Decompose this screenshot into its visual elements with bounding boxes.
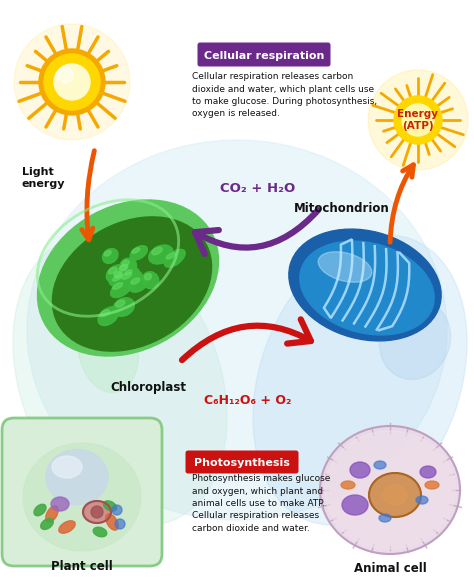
FancyArrowPatch shape — [182, 319, 311, 360]
Ellipse shape — [13, 235, 227, 525]
Ellipse shape — [350, 462, 370, 478]
Ellipse shape — [325, 431, 455, 549]
Ellipse shape — [120, 258, 137, 274]
Ellipse shape — [320, 426, 460, 554]
Ellipse shape — [113, 298, 134, 317]
Text: Cellular respiration releases carbon
dioxide and water, which plant cells use
to: Cellular respiration releases carbon dio… — [192, 72, 377, 118]
Ellipse shape — [121, 272, 132, 279]
FancyBboxPatch shape — [198, 43, 330, 66]
Ellipse shape — [52, 456, 82, 478]
Ellipse shape — [34, 504, 46, 516]
Ellipse shape — [113, 270, 130, 285]
Ellipse shape — [98, 307, 118, 325]
Ellipse shape — [104, 251, 111, 256]
Ellipse shape — [125, 270, 132, 275]
Circle shape — [115, 519, 125, 529]
Ellipse shape — [118, 263, 134, 279]
Ellipse shape — [142, 272, 159, 289]
Ellipse shape — [118, 262, 136, 280]
Ellipse shape — [77, 303, 138, 392]
Circle shape — [394, 96, 442, 144]
Ellipse shape — [83, 501, 111, 523]
Ellipse shape — [342, 495, 368, 515]
Ellipse shape — [41, 518, 53, 529]
Text: Energy
(ATP): Energy (ATP) — [398, 109, 438, 131]
Circle shape — [54, 64, 90, 100]
Ellipse shape — [123, 268, 139, 282]
Ellipse shape — [114, 271, 121, 278]
Text: Photosynthesis makes glucose
and oxygen, which plant and
animal cells use to mak: Photosynthesis makes glucose and oxygen,… — [192, 474, 330, 533]
Ellipse shape — [102, 248, 118, 264]
Ellipse shape — [130, 245, 147, 260]
Ellipse shape — [416, 496, 428, 504]
Ellipse shape — [37, 200, 219, 356]
Ellipse shape — [300, 241, 434, 335]
Ellipse shape — [110, 280, 132, 297]
Text: Cellular respiration: Cellular respiration — [204, 51, 324, 61]
Text: CO₂ + H₂O: CO₂ + H₂O — [220, 181, 296, 195]
Ellipse shape — [23, 443, 141, 551]
Ellipse shape — [420, 466, 436, 478]
Circle shape — [39, 49, 105, 115]
Ellipse shape — [379, 301, 451, 380]
Ellipse shape — [53, 217, 211, 351]
Ellipse shape — [425, 481, 439, 489]
Ellipse shape — [93, 527, 107, 537]
Ellipse shape — [113, 283, 123, 289]
Text: C₆H₁₂O₆ + O₂: C₆H₁₂O₆ + O₂ — [204, 394, 292, 406]
Ellipse shape — [383, 485, 407, 505]
Ellipse shape — [112, 269, 128, 287]
Circle shape — [91, 506, 103, 518]
Ellipse shape — [51, 497, 69, 511]
Circle shape — [44, 54, 100, 110]
Text: Animal cell: Animal cell — [354, 561, 427, 574]
Text: Plant cell: Plant cell — [51, 560, 113, 574]
FancyBboxPatch shape — [185, 451, 299, 473]
Circle shape — [368, 70, 468, 170]
Ellipse shape — [149, 245, 173, 264]
Ellipse shape — [46, 506, 58, 522]
Ellipse shape — [152, 247, 162, 255]
Ellipse shape — [46, 449, 108, 504]
Ellipse shape — [129, 276, 148, 292]
FancyArrowPatch shape — [195, 210, 318, 254]
Ellipse shape — [166, 252, 176, 259]
Ellipse shape — [115, 272, 123, 278]
Circle shape — [402, 104, 434, 136]
Circle shape — [14, 24, 130, 140]
Ellipse shape — [253, 235, 467, 525]
Ellipse shape — [318, 252, 372, 282]
Circle shape — [112, 505, 122, 515]
Ellipse shape — [113, 275, 122, 281]
Text: Chloroplast: Chloroplast — [110, 381, 186, 395]
Ellipse shape — [132, 248, 140, 253]
Ellipse shape — [341, 481, 355, 489]
FancyBboxPatch shape — [2, 418, 162, 566]
Text: Photosynthesis: Photosynthesis — [194, 458, 290, 468]
Ellipse shape — [106, 265, 126, 282]
Ellipse shape — [120, 265, 127, 271]
Ellipse shape — [369, 473, 421, 517]
Ellipse shape — [145, 273, 152, 280]
Ellipse shape — [122, 260, 129, 266]
Ellipse shape — [164, 250, 185, 267]
Ellipse shape — [289, 229, 441, 341]
Ellipse shape — [109, 268, 117, 274]
Ellipse shape — [374, 461, 386, 469]
Ellipse shape — [379, 514, 391, 522]
Ellipse shape — [118, 271, 142, 287]
Circle shape — [57, 67, 73, 83]
Ellipse shape — [119, 265, 128, 271]
Text: Mitochondrion: Mitochondrion — [294, 202, 390, 215]
Ellipse shape — [109, 274, 133, 286]
Ellipse shape — [131, 278, 140, 284]
Ellipse shape — [103, 501, 117, 511]
Ellipse shape — [100, 310, 109, 317]
Ellipse shape — [106, 514, 118, 530]
Ellipse shape — [59, 521, 75, 533]
Ellipse shape — [116, 300, 125, 307]
Ellipse shape — [27, 140, 447, 520]
Text: Light
energy: Light energy — [22, 167, 65, 189]
